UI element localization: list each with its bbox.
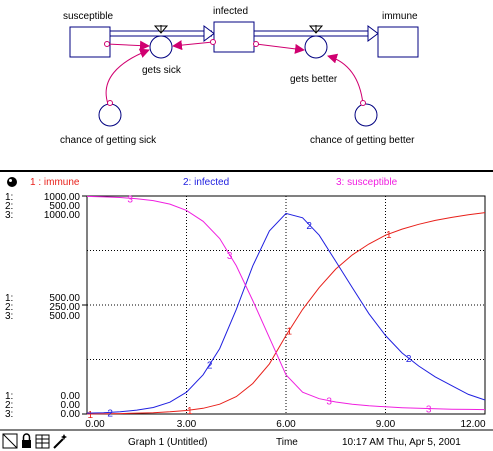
x-axis-label: Time: [276, 437, 298, 448]
y-prefix-bottom-3: 3:: [5, 409, 13, 420]
y-labels-top: 1: 1000.00 2: 500.00 3: 1000.00: [5, 192, 80, 221]
series-marker-susceptible-1: 3: [227, 251, 233, 262]
y-value-mid-3: 500.00: [49, 311, 80, 322]
label-chance-of-getting-better: chance of getting better: [310, 135, 415, 146]
graph-pad: 1 : immune 2: infected 3: susceptible 1:…: [0, 170, 493, 451]
x-tick-0: 0.00: [85, 419, 105, 430]
page-icon[interactable]: [2, 433, 18, 449]
y-prefix-bottom-2: 2:: [5, 400, 13, 411]
magic-wand-icon[interactable]: [53, 434, 67, 449]
table-icon[interactable]: [35, 434, 50, 449]
y-value-mid-1: 500.00: [49, 293, 80, 304]
stock-immune[interactable]: [377, 26, 419, 58]
legend-infected: 2: infected: [183, 177, 229, 188]
y-labels-mid: 1: 500.00 2: 250.00 3: 500.00: [5, 293, 80, 322]
y-labels-bottom: 1: 0.00 2: 0.00 3: 0.00: [5, 391, 80, 420]
y-value-top-3: 1000.00: [44, 210, 81, 221]
series-marker-immune-1: 1: [187, 406, 193, 417]
y-prefix-mid-2: 2:: [5, 302, 13, 313]
y-value-top-2: 500.00: [49, 201, 80, 212]
legend-immune: 1 : immune: [30, 177, 80, 188]
lock-icon[interactable]: [22, 433, 31, 448]
series-marker-susceptible-0: 3: [127, 194, 133, 205]
series-line-immune: [86, 212, 486, 415]
y-prefix-top-3: 3:: [5, 210, 13, 221]
y-prefix-bottom-1: 1:: [5, 391, 13, 402]
timestamp: 10:17 AM Thu, Apr 5, 2001: [342, 437, 461, 448]
label-susceptible: susceptible: [63, 11, 113, 22]
label-gets-sick: gets sick: [142, 65, 182, 76]
x-tick-3: 3.00: [177, 419, 197, 430]
label-chance-of-getting-sick: chance of getting sick: [60, 135, 157, 146]
x-tick-9: 9.00: [376, 419, 396, 430]
stock-infected[interactable]: [213, 21, 255, 53]
series-marker-infected-1: 2: [207, 360, 213, 371]
grid: [87, 196, 485, 414]
x-tick-12: 12.00: [460, 419, 485, 430]
valve-gets-better[interactable]: [304, 25, 328, 59]
series-marker-immune-0: 1: [88, 410, 94, 421]
series-marker-susceptible-2: 3: [326, 397, 332, 408]
converter-chance-of-getting-sick[interactable]: [98, 103, 122, 127]
x-tick-labels: 0.00 3.00 6.00 9.00 12.00: [85, 419, 486, 430]
y-prefix-top-1: 1:: [5, 192, 13, 203]
y-tick-marks: [82, 195, 87, 415]
stock-flow-diagram: susceptible infected immune gets sick ge…: [0, 0, 493, 170]
series-line-susceptible: [86, 195, 486, 411]
legend-susceptible: 3: susceptible: [336, 177, 398, 188]
flow-pipe-gets-better: [254, 25, 379, 42]
connectors: [105, 40, 364, 105]
series-marker-susceptible-3: 3: [426, 405, 432, 416]
y-prefix-mid-3: 3:: [5, 311, 13, 322]
series-line-infected: [86, 212, 486, 414]
label-infected: infected: [213, 6, 248, 17]
series-marker-immune-2: 1: [287, 326, 293, 337]
valve-gets-sick[interactable]: [149, 25, 173, 59]
y-prefix-top-2: 2:: [5, 201, 13, 212]
series-marker-infected-0: 2: [107, 408, 113, 419]
y-value-mid-2: 250.00: [49, 302, 80, 313]
y-value-bottom-1: 0.00: [61, 391, 81, 402]
label-gets-better: gets better: [290, 74, 338, 85]
stock-susceptible[interactable]: [69, 26, 111, 58]
y-value-bottom-3: 0.00: [61, 409, 81, 420]
series-marker-infected-2: 2: [306, 221, 312, 232]
y-value-top-1: 1000.00: [44, 192, 81, 203]
y-prefix-mid-1: 1:: [5, 293, 13, 304]
series-layer: 1 1 1 1 2 2 2 2 3 3 3 3: [86, 194, 486, 421]
graph-title: Graph 1 (Untitled): [128, 437, 207, 448]
series-marker-infected-3: 2: [406, 354, 412, 365]
series-marker-immune-3: 1: [386, 230, 392, 241]
x-tick-6: 6.00: [276, 419, 296, 430]
label-immune: immune: [382, 11, 418, 22]
connector-origins: [104, 39, 366, 106]
converter-chance-of-getting-better[interactable]: [354, 103, 378, 127]
footer-tools: [2, 433, 67, 449]
y-value-bottom-2: 0.00: [61, 400, 81, 411]
pin-icon[interactable]: [7, 177, 17, 187]
